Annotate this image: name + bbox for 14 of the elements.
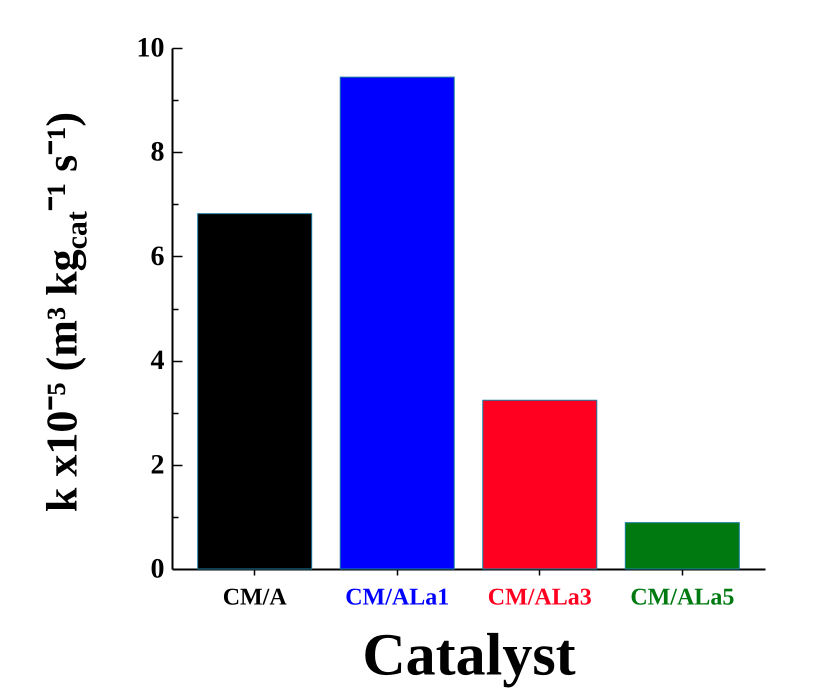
x-axis-title: Catalyst <box>362 622 576 688</box>
x-tick-label: CM/ALa1 <box>345 584 450 610</box>
x-tick-label: CM/A <box>222 584 288 610</box>
x-tick-label: CM/ALa5 <box>630 584 734 610</box>
bar <box>624 522 740 570</box>
y-tick-label: 2 <box>150 449 164 480</box>
y-tick-label: 8 <box>150 136 164 168</box>
x-tick-label: CM/ALa3 <box>488 584 592 610</box>
bar <box>340 76 455 570</box>
y-tick-label: 0 <box>150 554 164 584</box>
y-tick-label: 4 <box>150 345 164 376</box>
y-tick-label: 10 <box>136 32 164 64</box>
bar <box>482 400 598 570</box>
y-tick-label: 6 <box>150 240 164 272</box>
